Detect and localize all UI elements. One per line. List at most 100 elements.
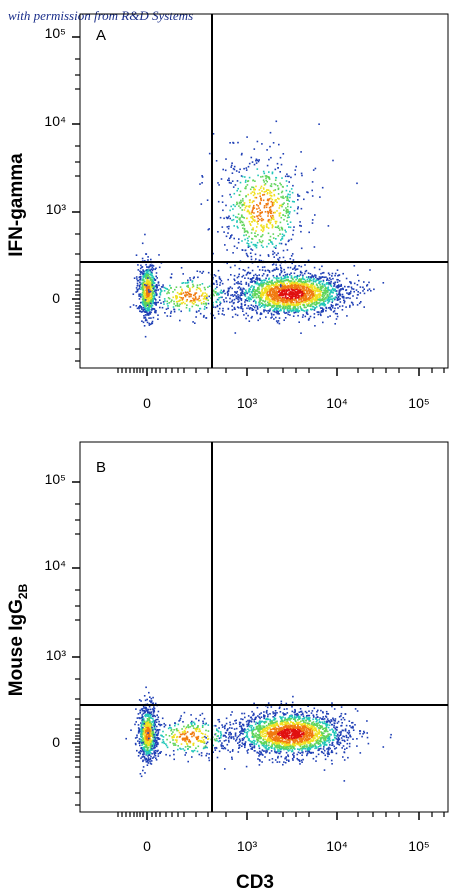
- panel-b-event: [142, 737, 144, 739]
- panel-a-event: [258, 288, 260, 290]
- panel-a-event: [321, 291, 324, 294]
- panel-a-event: [240, 280, 242, 283]
- panel-a-event: [166, 288, 168, 290]
- panel-b-event: [154, 724, 156, 726]
- panel-b-event: [144, 699, 147, 702]
- panel-a-event: [319, 280, 322, 283]
- panel-a-event: [193, 276, 195, 278]
- panel-a-event: [353, 265, 356, 267]
- panel-a-event: [332, 311, 335, 313]
- panel-a-event: [221, 195, 224, 197]
- panel-b-event: [144, 722, 147, 725]
- panel-a-event: [262, 304, 264, 306]
- panel-a-event: [145, 269, 148, 271]
- panel-a-event: [264, 175, 267, 177]
- panel-a-event: [275, 297, 278, 299]
- panel-a-event: [245, 291, 248, 293]
- panel-a-event: [274, 291, 276, 294]
- panel-a-event: [172, 291, 174, 293]
- panel-a-event: [265, 298, 267, 301]
- panel-a-event: [382, 282, 385, 284]
- panel-a-event: [268, 171, 270, 173]
- panel-a-event: [300, 172, 303, 175]
- panel-a-event: [278, 317, 281, 319]
- panel-a-event: [273, 276, 275, 279]
- panel-a-event: [265, 295, 268, 297]
- panel-a-event: [216, 286, 218, 288]
- panel-a-event: [258, 159, 260, 161]
- panel-a-event: [276, 201, 278, 204]
- panel-a-event: [272, 216, 275, 219]
- panel-a-event: [357, 293, 359, 296]
- panel-b-event: [278, 737, 280, 740]
- panel-b-event: [288, 742, 291, 745]
- panel-b-event: [324, 741, 327, 744]
- panel-a-event: [254, 193, 256, 195]
- panel-b-event: [146, 718, 149, 720]
- panel-a-event: [171, 299, 173, 301]
- panel-a-event: [358, 302, 361, 305]
- panel-a-event: [286, 304, 288, 306]
- panel-a-event: [296, 212, 299, 215]
- panel-a-event: [266, 293, 268, 296]
- panel-b-event: [253, 720, 256, 723]
- panel-a-event: [269, 145, 271, 148]
- panel-b-event: [157, 716, 160, 718]
- panel-a-event: [356, 284, 359, 286]
- panel-a-event: [223, 314, 225, 316]
- panel-a-event: [286, 173, 288, 175]
- panel-a-event: [280, 294, 283, 296]
- panel-a-event: [284, 286, 286, 289]
- panel-b-event: [250, 726, 252, 729]
- panel-b-event: [142, 705, 145, 708]
- panel-a-event: [308, 299, 310, 301]
- panel-a-event: [306, 311, 308, 314]
- panel-a-event: [151, 298, 154, 301]
- panel-a-event: [284, 243, 287, 246]
- panel-a-event: [145, 253, 147, 255]
- panel-b-event: [153, 756, 155, 758]
- panel-a-event: [267, 199, 270, 201]
- panel-a-event: [273, 218, 275, 221]
- panel-a-event: [214, 287, 217, 290]
- panel-a-event: [289, 258, 292, 260]
- panel-a-event: [301, 281, 304, 284]
- panel-a-event: [290, 280, 293, 282]
- panel-a-event: [250, 241, 253, 244]
- panel-a-event: [323, 298, 326, 300]
- panel-a-event: [284, 215, 286, 217]
- panel-b-event: [333, 726, 335, 728]
- panel-a-event: [142, 304, 145, 306]
- panel-a-event: [247, 285, 250, 287]
- panel-a-event: [235, 292, 238, 294]
- panel-a-event: [142, 297, 145, 300]
- panel-a-event: [301, 292, 303, 294]
- panel-a-event: [285, 180, 288, 182]
- panel-a-event: [277, 310, 279, 313]
- panel-a-event: [294, 308, 296, 310]
- panel-a-event: [151, 295, 154, 298]
- panel-a-event: [247, 209, 249, 212]
- panel-a-event: [282, 153, 285, 155]
- panel-a-event: [297, 305, 299, 307]
- panel-a-event: [200, 290, 202, 292]
- panel-a-event: [289, 211, 291, 213]
- panel-a-event: [175, 298, 178, 300]
- panel-a-event: [286, 300, 288, 302]
- panel-a-event: [193, 294, 195, 297]
- panel-a-event: [321, 265, 323, 268]
- panel-a-event: [205, 298, 208, 301]
- panel-a-event: [148, 284, 151, 286]
- panel-a-event: [330, 278, 332, 281]
- panel-a-event: [151, 292, 154, 295]
- panel-a-event: [230, 274, 232, 276]
- panel-a-event: [250, 232, 253, 234]
- panel-b-event: [152, 721, 155, 723]
- panel-a-event: [144, 297, 146, 299]
- panel-a-event: [147, 281, 149, 283]
- panel-a-event: [284, 297, 286, 299]
- panel-b-event: [156, 741, 158, 744]
- panel-a-event: [140, 301, 142, 304]
- panel-a-event: [170, 312, 172, 314]
- panel-a-event: [223, 300, 226, 303]
